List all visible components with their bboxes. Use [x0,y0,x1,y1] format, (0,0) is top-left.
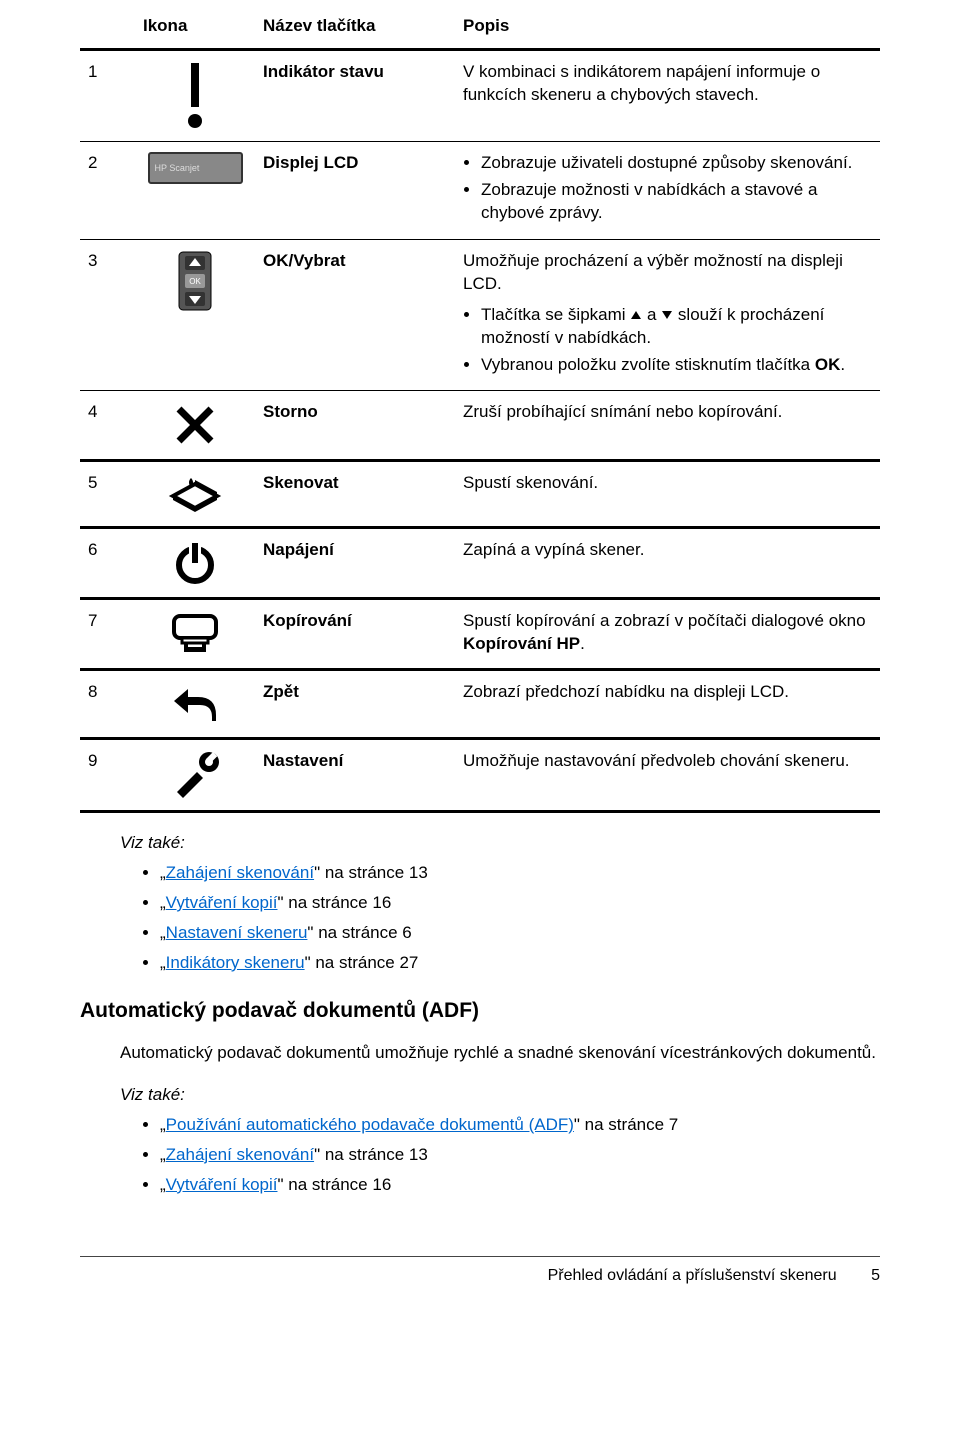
power-icon [171,539,219,587]
ok-select-icon: OK [175,250,215,312]
header-desc: Popis [455,5,880,49]
row-num: 3 [80,239,135,391]
link-create-copies[interactable]: Vytváření kopií [166,893,278,912]
up-arrow-icon [630,309,642,321]
link-start-scan[interactable]: Zahájení skenování [166,1145,314,1164]
see-also-list: „Používání automatického podavače dokume… [120,1113,880,1196]
header-name: Název tlačítka [255,5,455,49]
button-desc: Zobrazí předchozí nabídku na displeji LC… [455,670,880,739]
row-num: 2 [80,141,135,239]
status-indicator-icon [180,61,210,131]
desc-item: Tlačítka se šipkami a slouží k procházen… [481,304,872,350]
link-adf-usage[interactable]: Používání automatického podavače dokumen… [166,1115,574,1134]
desc-item: Zobrazuje možnosti v nabídkách a stavové… [481,179,872,225]
button-desc: Spustí skenování. [455,461,880,528]
row-num: 6 [80,528,135,599]
button-name: Displej LCD [255,141,455,239]
button-name: Storno [255,391,455,461]
link-start-scan[interactable]: Zahájení skenování [166,863,314,882]
footer-page-number: 5 [871,1267,880,1285]
adf-heading: Automatický podavač dokumentů (ADF) [80,999,880,1023]
desc-line: Umožňuje procházení a výběr možností na … [463,251,843,293]
row-num: 4 [80,391,135,461]
button-name: Skenovat [255,461,455,528]
row-num: 8 [80,670,135,739]
header-icon: Ikona [135,5,255,49]
desc-item: Zobrazuje uživateli dostupné způsoby ske… [481,152,872,175]
svg-text:OK: OK [189,277,201,286]
scan-icon [167,472,223,516]
link-scanner-indicators[interactable]: Indikátory skeneru [166,953,305,972]
row-num: 5 [80,461,135,528]
button-desc: Zruší probíhající snímání nebo kopírován… [455,391,880,461]
button-name: Napájení [255,528,455,599]
row-num: 7 [80,599,135,670]
lcd-display-icon: HP Scanjet [148,152,243,184]
button-desc: Umožňuje nastavování předvoleb chování s… [455,739,880,812]
down-arrow-icon [661,309,673,321]
adf-text: Automatický podavač dokumentů umožňuje r… [120,1043,876,1062]
cancel-icon [171,401,219,449]
see-also-label: Viz také: [120,833,185,852]
settings-icon [169,750,221,800]
link-create-copies[interactable]: Vytváření kopií [166,1175,278,1194]
button-name: Indikátor stavu [255,49,455,141]
button-name: Zpět [255,670,455,739]
copy-icon [168,610,222,658]
desc-item: Vybranou položku zvolíte stisknutím tlač… [481,354,872,377]
button-name: Kopírování [255,599,455,670]
button-name: OK/Vybrat [255,239,455,391]
back-icon [170,681,220,727]
see-also-list: „Zahájení skenování" na stránce 13 „Vytv… [120,861,880,974]
button-name: Nastavení [255,739,455,812]
row-num: 9 [80,739,135,812]
button-desc: V kombinaci s indikátorem napájení infor… [455,49,880,141]
footer-text: Přehled ovládání a příslušenství skeneru [548,1267,837,1284]
row-num: 1 [80,49,135,141]
link-scanner-settings[interactable]: Nastavení skeneru [166,923,308,942]
button-desc: Spustí kopírování a zobrazí v počítači d… [455,599,880,670]
button-desc: Zapíná a vypíná skener. [455,528,880,599]
see-also-label: Viz také: [120,1085,185,1104]
